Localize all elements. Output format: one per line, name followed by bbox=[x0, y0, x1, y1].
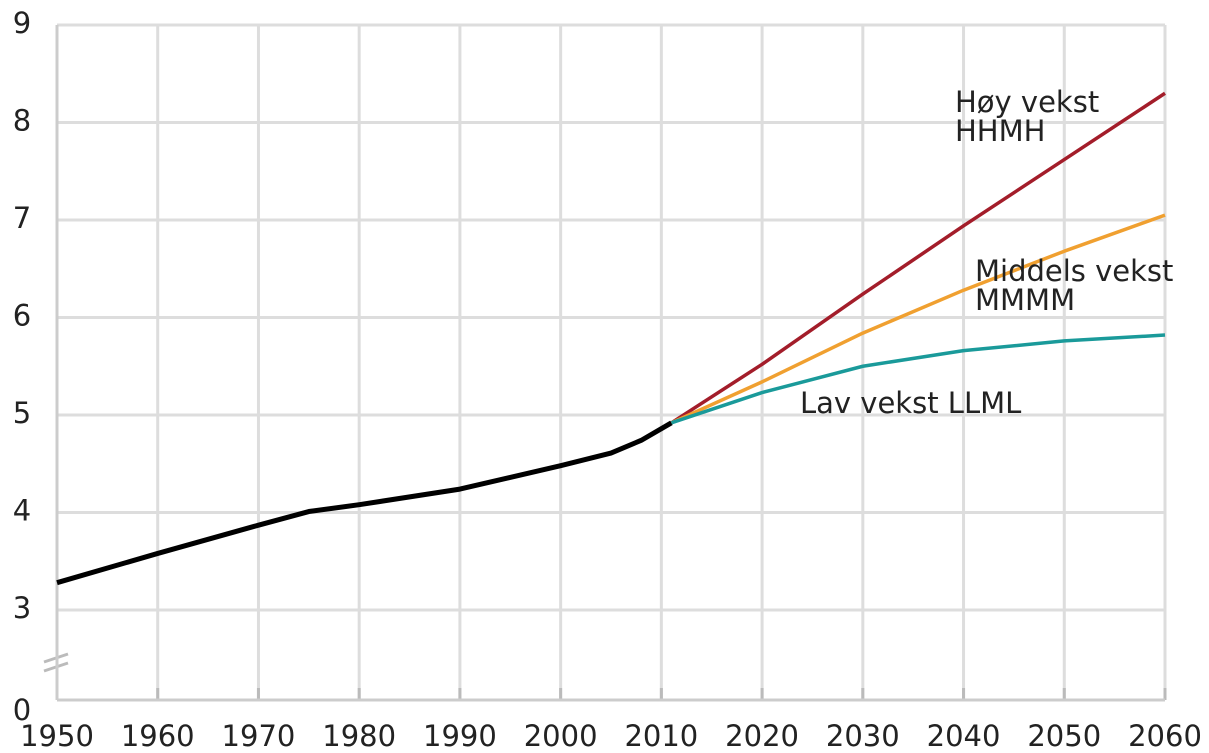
annotation: Høy vekst bbox=[955, 85, 1099, 119]
x-tick-label: 1950 bbox=[20, 719, 94, 753]
x-tick-label: 2030 bbox=[826, 719, 900, 753]
x-tick-label: 1990 bbox=[423, 719, 497, 753]
y-tick-label: 5 bbox=[13, 396, 31, 430]
annotation: MMMM bbox=[975, 283, 1075, 317]
series-line bbox=[670, 213, 1166, 425]
x-tick-label: 2040 bbox=[927, 719, 1001, 753]
series-line bbox=[670, 91, 1166, 425]
x-tick-label: 2000 bbox=[524, 719, 598, 753]
x-tick-label: 1970 bbox=[222, 719, 296, 753]
y-tick-label: 6 bbox=[13, 299, 31, 333]
x-tick-label: 1980 bbox=[322, 719, 396, 753]
x-tick-label: 2020 bbox=[725, 719, 799, 753]
y-tick-label: 9 bbox=[13, 6, 31, 40]
annotation: Lav vekst LLML bbox=[800, 386, 1021, 420]
annotation: HHMH bbox=[955, 114, 1045, 148]
y-tick-label: 4 bbox=[13, 494, 31, 528]
series-line bbox=[56, 420, 673, 586]
y-tick-label: 0 bbox=[13, 693, 31, 727]
x-tick-label: 2060 bbox=[1128, 719, 1202, 753]
annotation: Middels vekst bbox=[975, 254, 1173, 288]
x-tick-label: 2010 bbox=[624, 719, 698, 753]
y-tick-label: 7 bbox=[13, 201, 31, 235]
x-tick-label: 1960 bbox=[121, 719, 195, 753]
y-tick-label: 3 bbox=[13, 591, 31, 625]
y-tick-label: 8 bbox=[13, 104, 31, 138]
x-tick-label: 2050 bbox=[1027, 719, 1101, 753]
series-line bbox=[670, 333, 1166, 425]
